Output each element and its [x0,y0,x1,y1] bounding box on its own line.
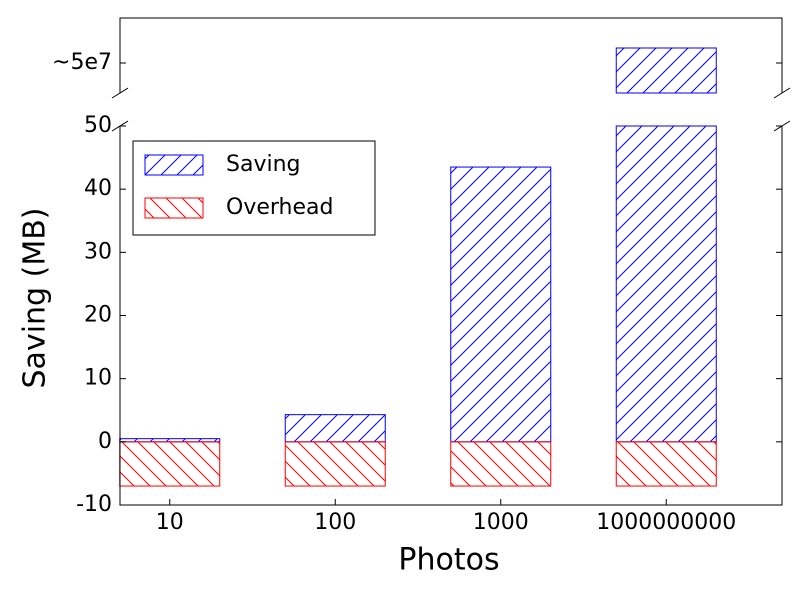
bar [615,441,717,487]
bar [450,441,552,487]
y-tick-label: 10 [84,366,112,391]
bar [284,414,386,443]
y-tick-label: 20 [84,303,112,328]
axis-frame [119,17,783,93]
legend-swatch [144,197,204,219]
x-axis-label: Photos [398,543,499,578]
bar [450,166,552,443]
bar-upper [615,47,717,94]
x-tick-label: 1000000000 [596,510,736,535]
bar [119,441,221,487]
legend-swatch [144,154,204,176]
y-tick-label: 0 [98,429,112,454]
y-tick-label: 40 [84,176,112,201]
x-tick-label: 1000 [473,510,529,535]
x-tick-label: 100 [314,510,356,535]
y-tick-label: -10 [76,492,112,517]
y-tick-label: 50 [84,113,112,138]
y-tick-label: 30 [84,239,112,264]
x-tick-label: 10 [156,510,184,535]
bar [284,441,386,487]
axis-break [773,87,791,99]
legend-label: Overhead [226,195,333,220]
legend-label: Saving [226,152,301,177]
axis-break [111,87,129,99]
legend: Saving Overhead [132,140,376,236]
y-axis-label: Saving (MB) [18,208,53,389]
bar [615,125,717,443]
y-tick-label: ~5e7 [52,50,112,75]
